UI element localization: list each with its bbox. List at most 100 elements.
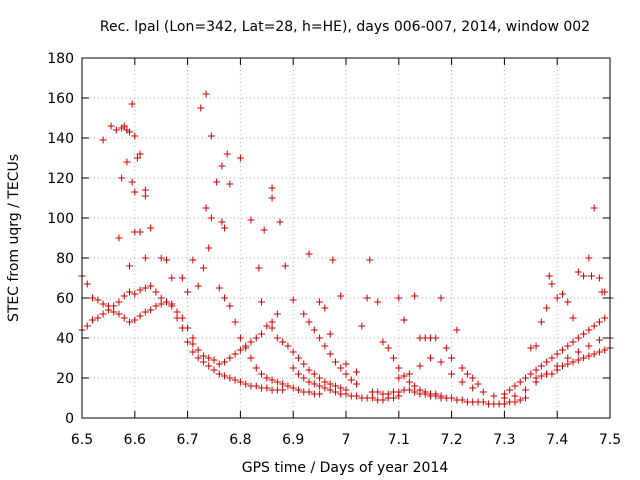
data-point (231, 376, 239, 384)
data-point (469, 374, 477, 382)
data-point (207, 214, 215, 222)
data-point (99, 136, 107, 144)
data-point (147, 282, 155, 290)
data-point (522, 374, 530, 382)
data-point (585, 352, 593, 360)
data-point (569, 358, 577, 366)
data-point (162, 298, 170, 306)
data-point (574, 268, 582, 276)
data-point (316, 390, 324, 398)
data-point (337, 292, 345, 300)
data-point (543, 304, 551, 312)
data-point (363, 294, 371, 302)
data-point (321, 342, 329, 350)
data-point (300, 310, 308, 318)
data-point (131, 132, 139, 140)
data-point (223, 150, 231, 158)
data-point (242, 380, 250, 388)
data-point (405, 386, 413, 394)
data-point (479, 398, 487, 406)
data-point (289, 364, 297, 372)
data-point (199, 358, 207, 366)
y-axis-label: STEC from uqrg / TECUs (6, 154, 22, 322)
x-tick-label: 7.1 (388, 432, 410, 448)
data-point (527, 370, 535, 378)
data-point (194, 346, 202, 354)
data-point (537, 372, 545, 380)
data-point (199, 352, 207, 360)
data-point (218, 162, 226, 170)
data-point (289, 348, 297, 356)
data-point (590, 204, 598, 212)
data-point (126, 128, 134, 136)
data-point (395, 364, 403, 372)
y-tick-label: 100 (47, 211, 74, 227)
data-point (268, 194, 276, 202)
data-point (294, 386, 302, 394)
data-point (147, 306, 155, 314)
x-tick-label: 6.9 (282, 432, 304, 448)
data-point (115, 298, 123, 306)
data-point (221, 372, 229, 380)
x-axis-label: GPS time / Days of year 2014 (242, 460, 449, 476)
data-point (136, 228, 144, 236)
data-point (194, 282, 202, 290)
data-point (490, 392, 498, 400)
data-point (437, 358, 445, 366)
data-point (558, 290, 566, 298)
data-point (215, 370, 223, 378)
data-point (316, 374, 324, 382)
data-point (173, 314, 181, 322)
data-point (347, 376, 355, 384)
data-point (316, 334, 324, 342)
data-point (595, 336, 603, 344)
data-point (131, 188, 139, 196)
data-point (374, 298, 382, 306)
data-point (104, 306, 112, 314)
data-point (316, 382, 324, 390)
data-point (115, 310, 123, 318)
data-point (189, 334, 197, 342)
data-point (147, 224, 155, 232)
data-point (136, 286, 144, 294)
data-point (173, 308, 181, 316)
data-point (215, 360, 223, 368)
data-point (516, 396, 524, 404)
data-point (326, 380, 334, 388)
data-point (395, 388, 403, 396)
data-point (331, 382, 339, 390)
data-point (511, 382, 519, 390)
data-point (89, 316, 97, 324)
data-point (83, 322, 91, 330)
data-point (532, 342, 540, 350)
data-point (236, 346, 244, 354)
x-tick-label: 7.5 (599, 432, 621, 448)
data-point (448, 354, 456, 362)
data-point (221, 294, 229, 302)
data-point (601, 346, 609, 354)
data-point (564, 342, 572, 350)
data-point (236, 334, 244, 342)
data-point (294, 370, 302, 378)
x-tick-label: 7.2 (440, 432, 462, 448)
data-point (331, 358, 339, 366)
data-point (353, 392, 361, 400)
data-point (564, 360, 572, 368)
data-point (545, 272, 553, 280)
data-point (395, 294, 403, 302)
x-tick-label: 7.4 (546, 432, 568, 448)
data-point (263, 384, 271, 392)
data-point (273, 334, 281, 342)
data-point (448, 394, 456, 402)
data-point (321, 378, 329, 386)
data-point (580, 272, 588, 280)
x-tick-label: 7.3 (493, 432, 515, 448)
data-point (184, 288, 192, 296)
data-point (316, 298, 324, 306)
data-point (110, 308, 118, 316)
data-point (421, 390, 429, 398)
data-point (379, 338, 387, 346)
data-point (205, 244, 213, 252)
y-tick-label: 120 (47, 171, 74, 187)
